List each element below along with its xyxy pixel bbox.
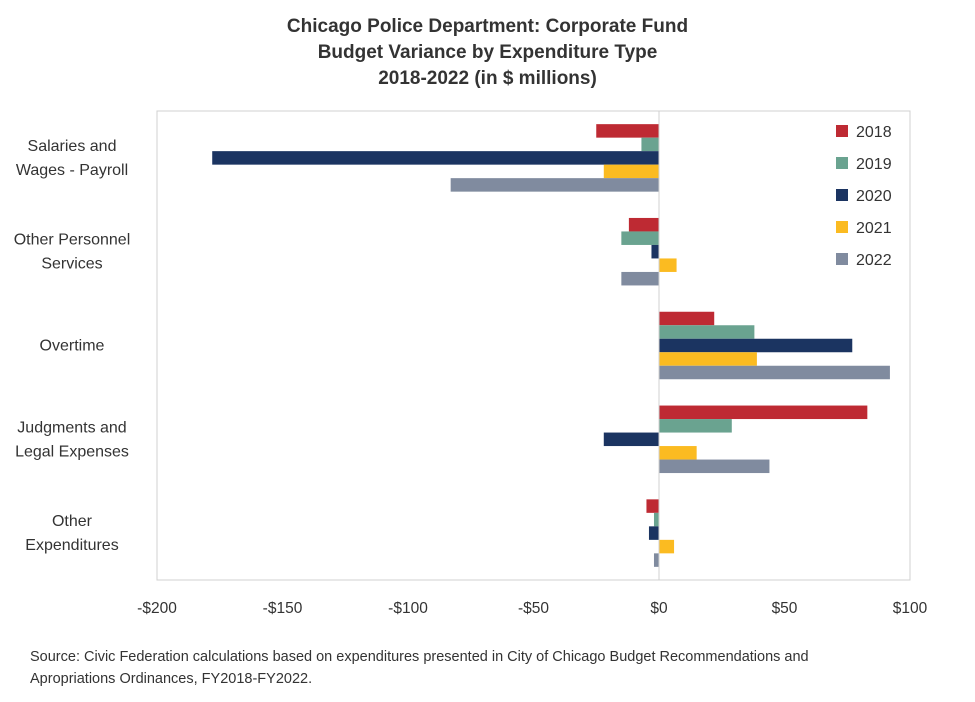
bar-2018-cat-3 [659,405,868,420]
legend-label-2022: 2022 [856,252,892,269]
x-tick-label: $50 [772,600,798,617]
bar-2018-cat-0 [596,124,659,138]
legend-label-2018: 2018 [856,124,892,141]
legend-label-2020: 2020 [856,188,892,205]
legend-swatch-2022 [836,253,848,265]
x-tick-label: -$100 [388,600,428,617]
chart-title-line-3: 2018-2022 (in $ millions) [378,68,597,89]
bar-2021-cat-0 [603,164,659,179]
bar-2021-cat-2 [659,352,757,366]
category-label: Other Personnel [14,232,131,249]
bar-2020-cat-4 [648,526,659,540]
x-tick-label: $100 [893,600,928,617]
bar-2019-cat-4 [653,512,659,527]
bar-2020-cat-1 [651,244,659,259]
category-label: Other [52,513,93,530]
category-label: Legal Expenses [15,443,129,460]
chart-title: Chicago Police Department: Corporate Fun… [0,14,975,92]
legend-swatch-2020 [836,189,848,201]
legend-swatch-2021 [836,221,848,233]
bar-2018-cat-1 [628,217,659,232]
category-label: Expenditures [25,537,118,554]
bar-2019-cat-2 [659,325,755,339]
chart-title-line-2: Budget Variance by Expenditure Type [317,42,658,63]
x-tick-label: -$50 [518,600,549,617]
legend-swatch-2018 [836,125,848,137]
x-tick-label: -$200 [137,600,177,617]
bar-2022-cat-2 [659,365,890,380]
plot-area-border [156,110,911,581]
x-tick-label: $0 [650,600,668,617]
category-label: Wages - Payroll [16,162,128,179]
bar-2019-cat-3 [659,419,732,433]
bar-2018-cat-4 [646,499,659,513]
bar-2020-cat-3 [603,432,659,447]
bar-2020-cat-2 [659,338,853,353]
bar-2019-cat-0 [641,137,659,152]
source-note: Source: Civic Federation calculations ba… [30,646,960,690]
bar-2018-cat-2 [659,311,715,326]
bar-2019-cat-1 [621,231,659,245]
category-label: Salaries and [28,138,117,155]
bar-2022-cat-1 [621,271,659,286]
category-label: Judgments and [17,419,126,436]
source-line-1: Source: Civic Federation calculations ba… [30,649,809,665]
legend-label-2019: 2019 [856,156,892,173]
bar-2020-cat-0 [212,151,659,165]
legend-swatch-2019 [836,157,848,169]
x-tick-label: -$150 [263,600,303,617]
bar-chart: Salaries and Wages - Payroll Other Personn… [14,110,928,617]
category-label: Overtime [40,338,105,355]
category-label: Services [41,256,102,273]
bar-2022-cat-0 [450,178,659,192]
legend-label-2021: 2021 [856,220,892,237]
chart-title-line-1: Chicago Police Department: Corporate Fun… [286,16,689,37]
source-line-2: Apropriations Ordinances, FY2018-FY2022. [30,671,313,687]
bar-2022-cat-3 [659,459,770,474]
bar-2021-cat-1 [659,258,677,272]
bar-2021-cat-4 [659,539,675,554]
bar-2022-cat-4 [653,553,659,567]
bar-2021-cat-3 [659,446,697,460]
